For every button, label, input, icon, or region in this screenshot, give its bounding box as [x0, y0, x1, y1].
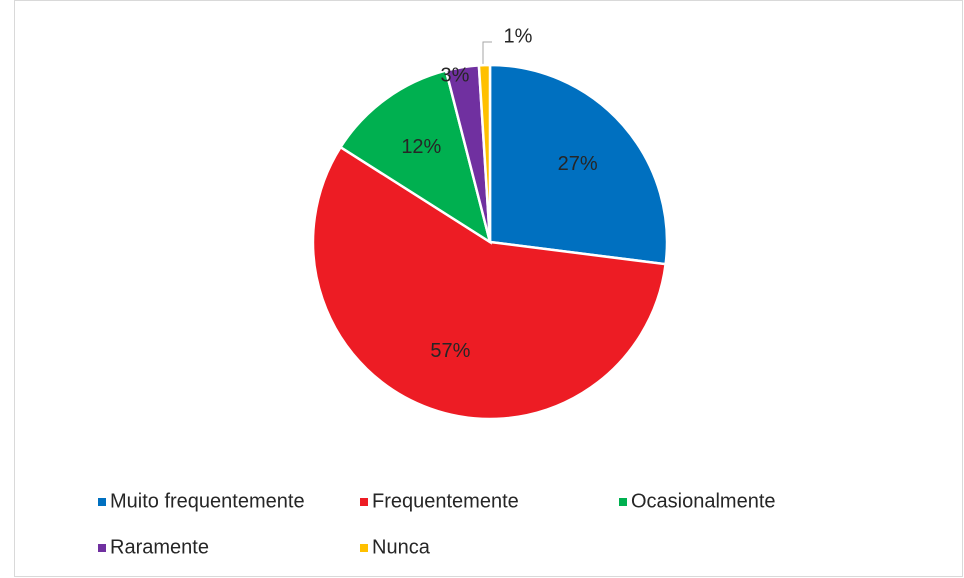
legend-marker [360, 498, 368, 506]
legend-label: Frequentemente [372, 490, 519, 512]
legend-marker [98, 544, 106, 552]
data-label: 12% [401, 136, 441, 158]
leader-line [482, 41, 492, 64]
legend-marker [98, 498, 106, 506]
legend-marker [619, 498, 627, 506]
legend-label: Nunca [372, 536, 431, 558]
pie-slice [477, 63, 492, 243]
legend-label: Raramente [110, 536, 209, 558]
legend-marker [360, 544, 368, 552]
data-label: 1% [504, 25, 533, 47]
data-label: 3% [441, 64, 470, 86]
data-label: 57% [430, 340, 470, 362]
legend-label: Ocasionalmente [631, 490, 776, 512]
pie-slice [311, 145, 668, 421]
pie-slice [338, 69, 492, 245]
pie-slice [488, 63, 669, 266]
data-label: 27% [558, 153, 598, 175]
legend-label: Muito frequentemente [110, 490, 305, 512]
